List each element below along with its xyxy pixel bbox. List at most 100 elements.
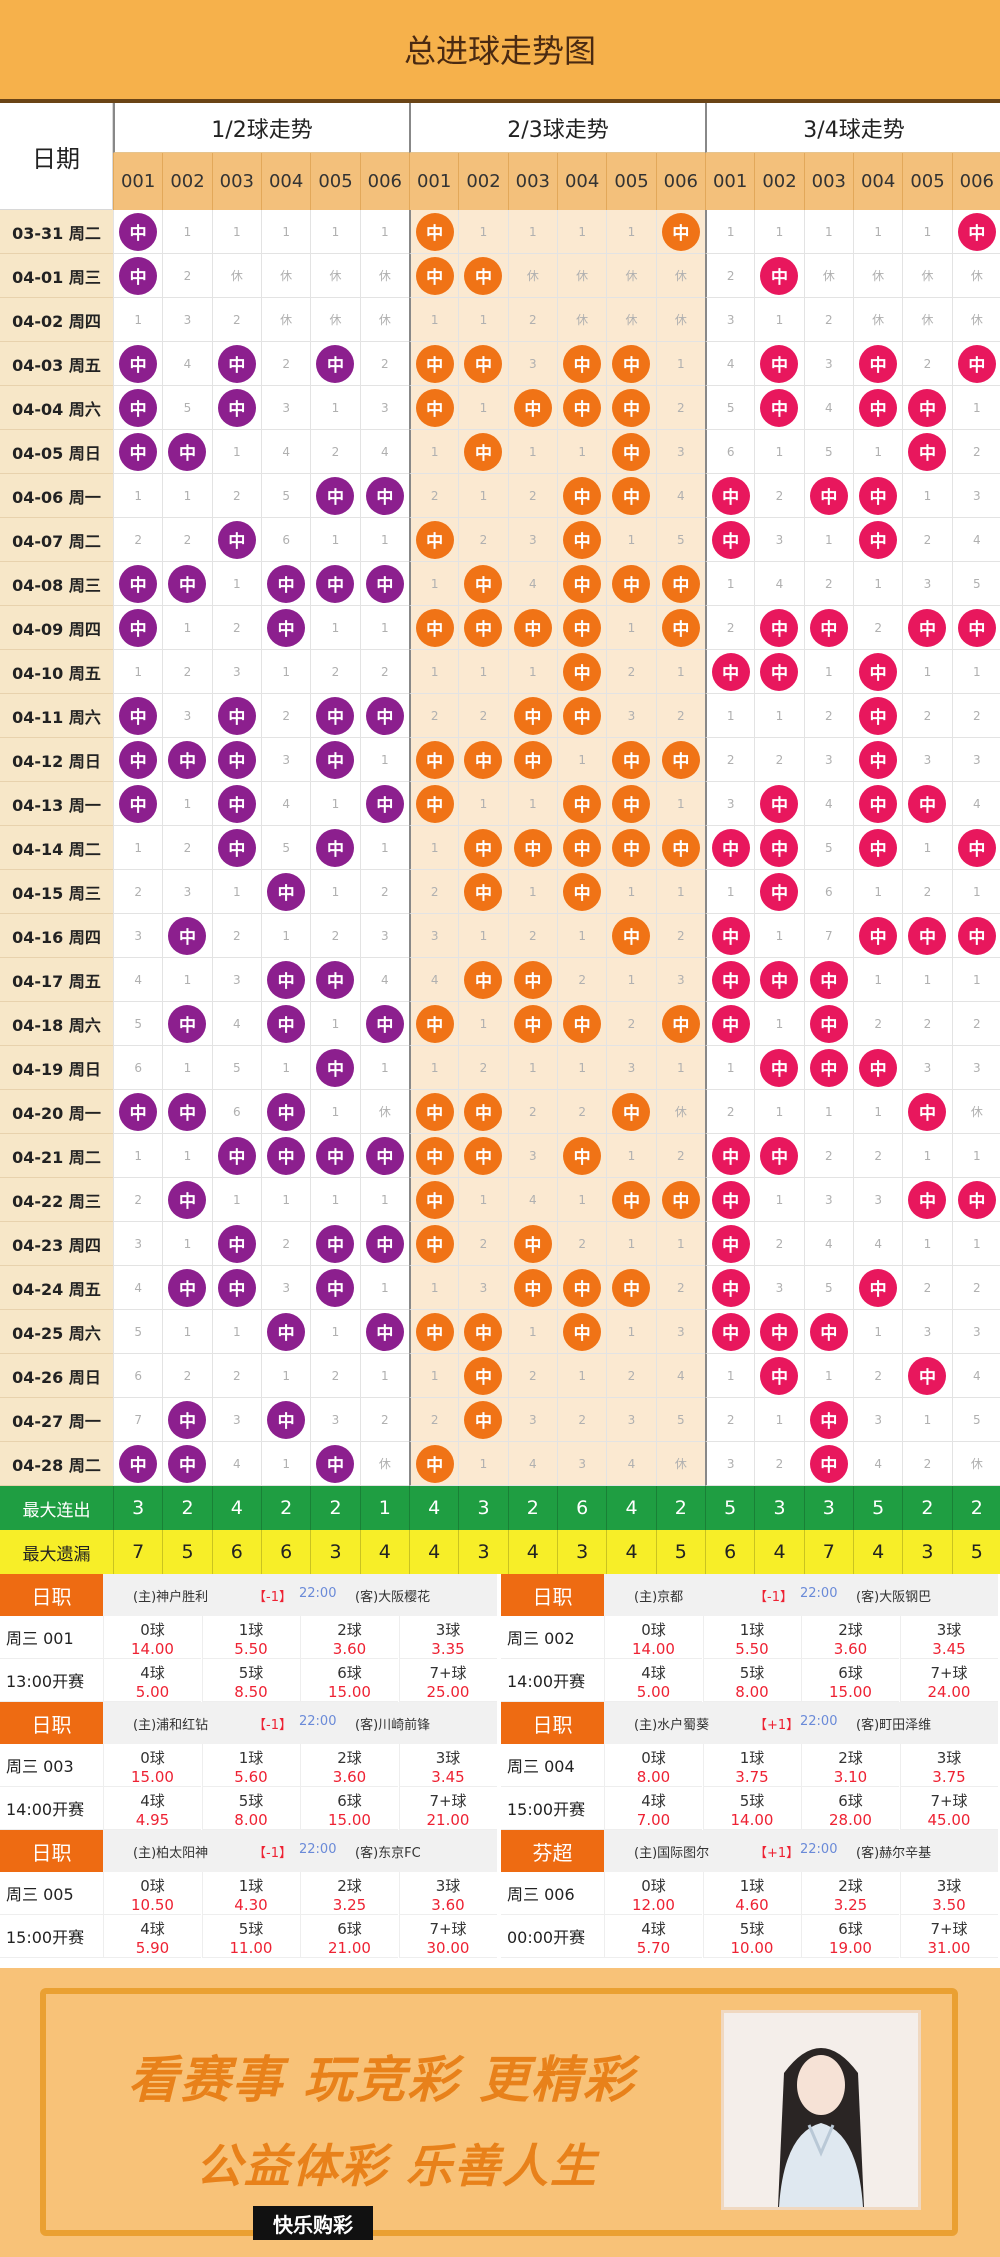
date-cell: 04-17 周五 (0, 958, 113, 1002)
odds-value: 3.50 (932, 1896, 966, 1914)
goal-odds-cell: 0球 14.00 (604, 1616, 702, 1659)
hit-ball: 中 (661, 212, 700, 251)
hit-ball: 中 (464, 1312, 503, 1351)
hit-ball: 中 (267, 608, 306, 647)
trend-cell: 1 (951, 650, 1000, 694)
trend-cell: 1 (113, 1134, 163, 1178)
trend-cell: 6 (803, 870, 853, 914)
hit-ball: 中 (119, 1092, 158, 1131)
trend-cell: 6 (113, 1046, 163, 1090)
trend-cell: 中 (310, 562, 360, 606)
goal-count-label: 6球 (838, 1792, 863, 1810)
goal-count-label: 2球 (838, 1877, 863, 1895)
sub-column-header: 001 (113, 153, 163, 210)
hit-ball: 中 (316, 1444, 355, 1483)
trend-cell: 1 (211, 1178, 261, 1222)
trend-cell: 中 (803, 1310, 853, 1354)
match-block: 日职 (主)浦和红钻 【-1】 22:00 (客)川崎前锋 周三 003 14:00开赛 0球… (0, 1702, 497, 1830)
trend-cell: 3 (951, 738, 1000, 782)
goal-count-label: 3球 (936, 1749, 962, 1767)
goal-count-label: 4球 (641, 1792, 666, 1810)
goal-odds-cell: 2球 3.60 (300, 1616, 398, 1659)
hit-ball: 中 (168, 1004, 207, 1043)
hit-ball: 中 (957, 212, 996, 251)
hit-ball: 中 (217, 344, 256, 383)
trend-cell: 1 (162, 782, 212, 826)
trend-cell: 2 (359, 870, 409, 914)
hit-ball: 中 (908, 608, 947, 647)
hit-ball: 中 (563, 1268, 602, 1307)
trend-cell: 2 (705, 606, 755, 650)
handicap: 【+1】 (754, 1718, 800, 1733)
league-badge: 日职 (501, 1702, 604, 1744)
odds-value: 3.25 (332, 1896, 367, 1914)
odds-value: 8.00 (234, 1811, 268, 1829)
trend-cell: 2 (310, 650, 360, 694)
trend-cell: 中 (409, 1002, 459, 1046)
trend-cell: 1 (705, 1046, 755, 1090)
trend-cell: 5 (260, 826, 311, 870)
hit-ball: 中 (168, 1444, 207, 1483)
date-cell: 04-01 周三 (0, 254, 113, 298)
date-cell: 04-16 周四 (0, 914, 113, 958)
hit-ball: 中 (119, 696, 158, 735)
hit-ball: 中 (365, 564, 404, 603)
goal-odds-cell: 6球 15.00 (300, 1659, 398, 1702)
trend-cell: 2 (507, 914, 557, 958)
trend-cell: 休 (260, 254, 311, 298)
hit-ball: 中 (563, 696, 602, 735)
date-cell: 04-15 周三 (0, 870, 113, 914)
goal-odds-cell: 5球 8.00 (201, 1787, 300, 1830)
sub-column-header: 002 (754, 153, 804, 210)
hit-ball: 中 (316, 476, 355, 515)
trend-cell: 休 (260, 298, 311, 342)
trend-cell: 中 (803, 1442, 853, 1486)
hit-ball: 中 (711, 1312, 750, 1351)
trend-cell: 中 (606, 782, 656, 826)
trend-cell: 中 (655, 562, 705, 606)
trend-cell: 4 (211, 1442, 261, 1486)
trend-cell: 休 (359, 1090, 409, 1134)
goal-odds-cell: 0球 12.00 (604, 1872, 702, 1915)
max-consecutive-value: 2 (162, 1486, 212, 1530)
hit-ball: 中 (267, 1312, 306, 1351)
match-start-time: 15:00开赛 (501, 1787, 604, 1830)
max-omission-value: 3 (310, 1530, 360, 1574)
trend-cell: 3 (803, 1178, 853, 1222)
hit-ball: 中 (415, 608, 454, 647)
max-omission-value: 4 (852, 1530, 903, 1574)
trend-cell: 4 (162, 342, 212, 386)
trend-cell: 1 (852, 1090, 903, 1134)
hit-ball: 中 (612, 344, 651, 383)
trend-cell: 中 (606, 562, 656, 606)
trend-cell: 3 (507, 342, 557, 386)
goal-count-label: 0球 (140, 1877, 165, 1895)
hit-ball: 中 (661, 564, 700, 603)
goal-count-label: 2球 (838, 1621, 863, 1639)
trend-cell: 中 (162, 1178, 212, 1222)
league-badge: 日职 (0, 1702, 103, 1744)
goal-count-label: 5球 (238, 1792, 264, 1810)
trend-cell: 休 (507, 254, 557, 298)
trend-cell: 1 (902, 1134, 952, 1178)
hit-ball: 中 (612, 916, 651, 955)
trend-cell: 1 (310, 210, 360, 254)
hit-ball: 中 (119, 432, 158, 471)
trend-cell: 4 (852, 1442, 903, 1486)
max-omission-value: 6 (704, 1530, 755, 1574)
goal-count-label: 6球 (337, 1920, 362, 1938)
trend-cell: 1 (310, 1178, 360, 1222)
trend-cell: 1 (162, 958, 212, 1002)
trend-cell: 2 (507, 1354, 557, 1398)
trend-cell: 1 (852, 430, 903, 474)
trend-cell: 1 (902, 826, 952, 870)
trend-cell: 3 (260, 386, 311, 430)
trend-cell: 中 (507, 606, 557, 650)
trend-cell: 1 (556, 210, 607, 254)
date-cell: 04-24 周五 (0, 1266, 113, 1310)
hit-ball: 中 (415, 212, 454, 251)
hit-ball: 中 (316, 828, 355, 867)
trend-cell: 中 (705, 826, 755, 870)
trend-cell: 5 (162, 386, 212, 430)
goal-odds-cell: 4球 5.00 (604, 1659, 702, 1702)
